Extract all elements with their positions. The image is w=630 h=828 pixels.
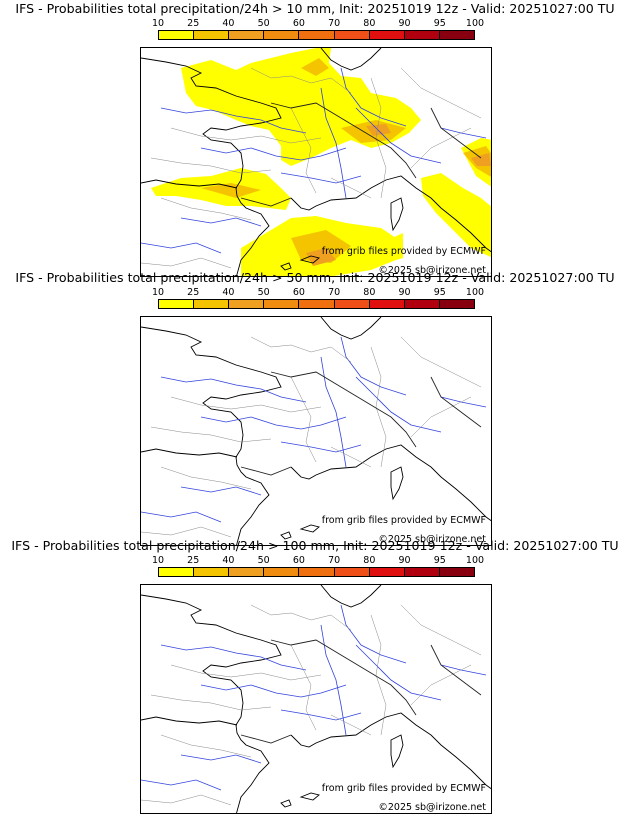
borders <box>141 604 482 806</box>
scale-tick-label: 60 <box>292 287 305 298</box>
color-scale-labels: 10 25 40 50 60 70 80 90 95 100 <box>152 287 484 299</box>
coastlines <box>141 48 491 276</box>
probability-map: from grib files provided by ECMWF ©2025 … <box>140 47 492 277</box>
scale-tick-label: 40 <box>222 555 235 566</box>
panel-title: IFS - Probabilities total precipitation/… <box>15 270 615 285</box>
scale-tick-label: 50 <box>257 287 270 298</box>
scale-tick-label: 10 <box>151 287 165 298</box>
scale-tick-label: 40 <box>222 18 235 29</box>
scale-swatch <box>369 31 405 39</box>
country-borders <box>240 102 482 207</box>
scale-tick-label: 60 <box>292 18 305 29</box>
scale-swatch <box>159 300 195 308</box>
copyright-credit: ©2025 sb@irizone.net <box>378 534 486 545</box>
scale-swatch <box>229 31 265 39</box>
precip-shading <box>151 48 491 276</box>
map-graphic <box>141 48 491 276</box>
source-credit: from grib files provided by ECMWF <box>321 246 486 257</box>
scale-swatch <box>334 31 370 39</box>
scale-tick-label: 95 <box>433 287 446 298</box>
scale-swatch <box>264 568 300 576</box>
scale-swatch <box>404 568 440 576</box>
scale-swatch <box>194 31 230 39</box>
scale-swatch <box>299 568 335 576</box>
scale-swatch <box>404 31 440 39</box>
scale-swatch <box>264 300 300 308</box>
scale-tick-label: 70 <box>328 287 341 298</box>
scale-tick-label: 50 <box>257 555 270 566</box>
scale-tick-label: 100 <box>465 555 485 566</box>
coastlines <box>141 585 491 813</box>
map-panel-10mm: IFS - Probabilities total precipitation/… <box>0 0 630 277</box>
scale-tick-label: 10 <box>151 18 165 29</box>
scale-tick-label: 90 <box>398 18 411 29</box>
scale-tick-label: 80 <box>363 287 376 298</box>
scale-tick-label: 25 <box>187 555 200 566</box>
color-scale-bar <box>158 30 475 40</box>
scale-tick-label: 70 <box>328 18 341 29</box>
scale-tick-label: 90 <box>398 555 411 566</box>
scale-swatch <box>299 31 335 39</box>
country-borders <box>240 639 482 744</box>
scale-tick-label: 25 <box>187 287 200 298</box>
scale-tick-label: 90 <box>398 287 411 298</box>
scale-tick-label: 10 <box>151 555 165 566</box>
scale-swatch <box>439 300 474 308</box>
country-borders <box>240 371 482 476</box>
scale-swatch <box>369 568 405 576</box>
scale-tick-label: 50 <box>257 18 270 29</box>
scale-tick-label: 70 <box>328 555 341 566</box>
scale-swatch <box>194 300 230 308</box>
scale-swatch <box>439 31 474 39</box>
scale-tick-label: 40 <box>222 287 235 298</box>
source-credit: from grib files provided by ECMWF <box>321 783 486 794</box>
copyright-credit: ©2025 sb@irizone.net <box>378 802 486 813</box>
copyright-credit: ©2025 sb@irizone.net <box>378 265 486 276</box>
color-scale-bar <box>158 567 475 577</box>
scale-swatch <box>299 300 335 308</box>
scale-tick-label: 80 <box>363 18 376 29</box>
scale-tick-label: 95 <box>433 18 446 29</box>
scale-swatch <box>159 568 195 576</box>
scale-tick-label: 95 <box>433 555 446 566</box>
rivers <box>141 336 487 523</box>
rivers <box>141 604 487 791</box>
color-scale-labels: 10 25 40 50 60 70 80 90 95 100 <box>152 18 484 30</box>
map-panel-100mm: IFS - Probabilities total precipitation/… <box>0 537 630 814</box>
map-panel-50mm: IFS - Probabilities total precipitation/… <box>0 269 630 546</box>
probability-map: from grib files provided by ECMWF ©2025 … <box>140 584 492 814</box>
scale-swatch <box>439 568 474 576</box>
scale-swatch <box>194 568 230 576</box>
color-scale-bar <box>158 299 475 309</box>
scale-tick-label: 25 <box>187 18 200 29</box>
map-graphic <box>141 317 491 545</box>
borders <box>141 336 482 538</box>
scale-swatch <box>229 300 265 308</box>
source-credit: from grib files provided by ECMWF <box>321 515 486 526</box>
coastlines <box>141 317 491 545</box>
scale-swatch <box>159 31 195 39</box>
probability-map: from grib files provided by ECMWF ©2025 … <box>140 316 492 546</box>
scale-swatch <box>264 31 300 39</box>
scale-swatch <box>334 300 370 308</box>
map-graphic <box>141 585 491 813</box>
color-scale-labels: 10 25 40 50 60 70 80 90 95 100 <box>152 555 484 567</box>
panel-title: IFS - Probabilities total precipitation/… <box>15 1 615 16</box>
scale-swatch <box>369 300 405 308</box>
scale-swatch <box>334 568 370 576</box>
scale-swatch <box>229 568 265 576</box>
scale-tick-label: 80 <box>363 555 376 566</box>
panel-title: IFS - Probabilities total precipitation/… <box>11 538 619 553</box>
borders <box>141 67 482 269</box>
scale-tick-label: 100 <box>465 287 485 298</box>
scale-tick-label: 60 <box>292 555 305 566</box>
scale-tick-label: 100 <box>465 18 485 29</box>
scale-swatch <box>404 300 440 308</box>
